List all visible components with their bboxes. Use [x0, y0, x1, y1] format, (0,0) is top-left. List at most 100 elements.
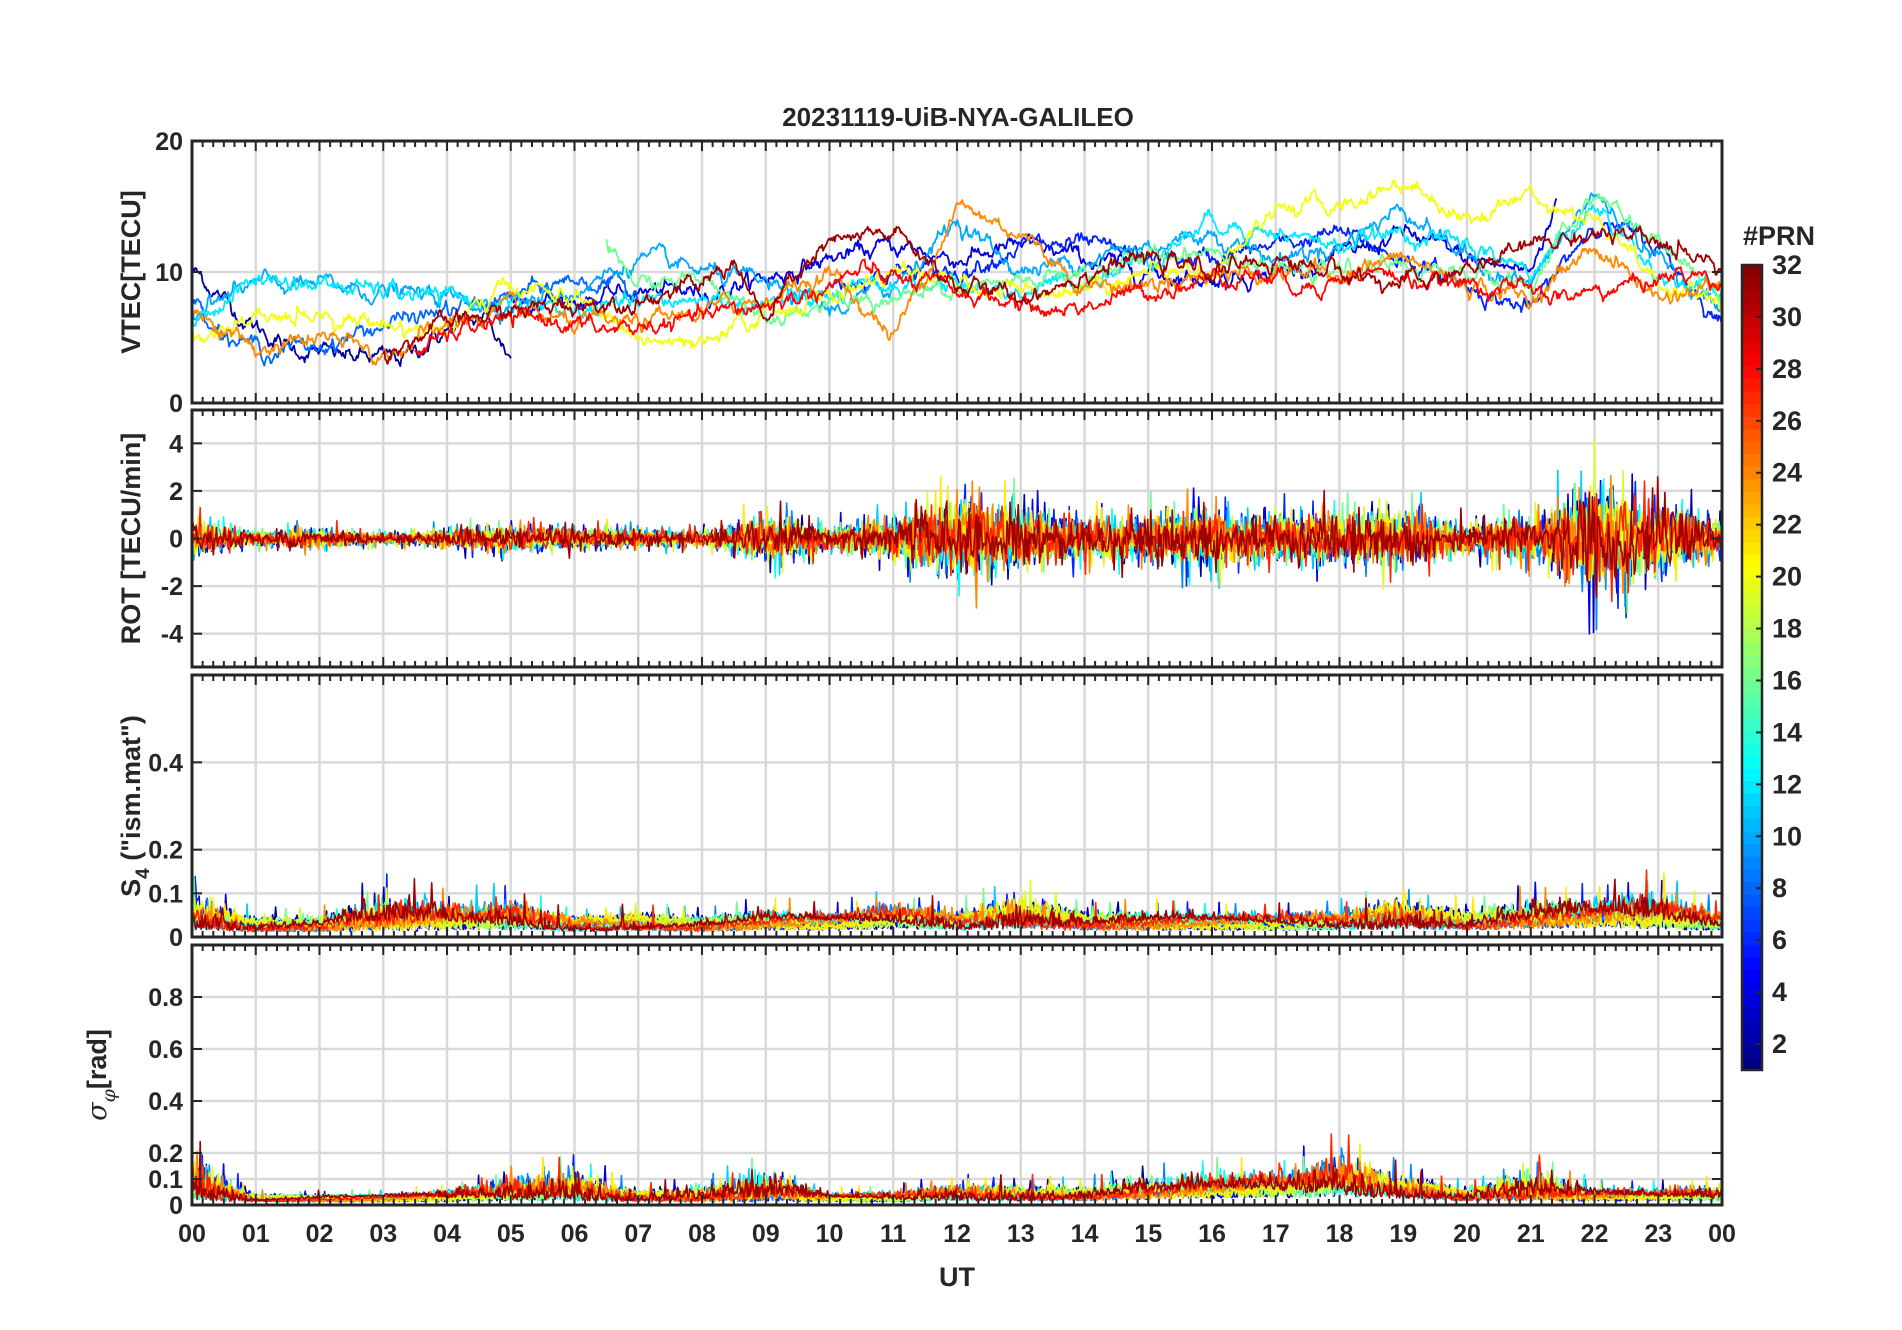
colorbar-band [1742, 755, 1762, 769]
colorbar-band [1742, 705, 1762, 719]
colorbar-band [1742, 717, 1762, 731]
colorbar-band [1742, 944, 1762, 958]
vtec-line-prn-20 [192, 179, 1722, 349]
s4-panel: 0 0.1 0.2 0.4S4 ("ism.mat") [116, 673, 1724, 952]
vtec-line-prn-28 [414, 258, 1722, 357]
colorbar-band [1742, 592, 1762, 606]
x-tick-label: 02 [306, 1220, 334, 1248]
x-tick-label: 14 [1071, 1220, 1099, 1248]
colorbar-tick-label: 30 [1772, 302, 1802, 332]
colorbar-band [1742, 906, 1762, 920]
colorbar-tick-label: 28 [1772, 354, 1802, 384]
y-axis-label: σφ[rad] [82, 1029, 120, 1121]
y-tick-label: 4 [169, 430, 183, 458]
x-tick-label: 21 [1517, 1220, 1545, 1248]
colorbar-tick-label: 12 [1772, 769, 1802, 799]
panel-frame [190, 673, 1724, 939]
y-axis-label: VTEC[TECU] [116, 190, 146, 354]
colorbar-band [1742, 365, 1762, 379]
colorbar-band [1742, 742, 1762, 757]
colorbar-frame [1740, 263, 1764, 1072]
colorbar-tick-label: 16 [1772, 665, 1802, 695]
vtec-panel: 0 10 20 VTEC[TECU] [116, 128, 1724, 418]
x-tick-label: 17 [1262, 1220, 1290, 1248]
colorbar-band [1742, 327, 1762, 342]
colorbar-band [1742, 856, 1762, 870]
colorbar-band [1742, 642, 1762, 656]
colorbar-band [1742, 554, 1762, 568]
colorbar-band [1742, 403, 1762, 417]
y-axis-label: S4 ("ism.mat") [116, 715, 154, 897]
colorbar-band [1742, 818, 1762, 832]
y-tick-label: 0 [169, 390, 183, 418]
colorbar-band [1742, 491, 1762, 505]
colorbar-band [1742, 868, 1762, 882]
colorbar-band [1742, 503, 1762, 518]
panel-frame [190, 139, 1724, 405]
x-tick-label: 00 [178, 1220, 206, 1248]
s4-line-prn-21 [192, 872, 1722, 933]
vtec-line-prn-16 [605, 192, 1722, 327]
x-tick-label: 06 [561, 1220, 589, 1248]
colorbar-band [1742, 277, 1762, 291]
colorbar-band [1742, 466, 1762, 480]
colorbar-band [1742, 1044, 1762, 1059]
y-tick-label: -2 [161, 573, 183, 601]
colorbar-tick-label: 8 [1772, 873, 1787, 903]
y-tick-label: -4 [161, 621, 183, 649]
rot-line-prn-31 [192, 476, 1722, 599]
colorbar-band [1742, 1007, 1762, 1021]
x-tick-label: 20 [1453, 1220, 1481, 1248]
y-tick-label: 10 [155, 259, 183, 287]
colorbar-band [1742, 981, 1762, 996]
colorbar-band [1742, 340, 1762, 354]
colorbar-band [1742, 453, 1762, 467]
colorbar-band [1742, 617, 1762, 631]
x-tick-label: 13 [1007, 1220, 1035, 1248]
y-tick-label: 0.6 [148, 1036, 183, 1064]
y-tick-label: 0.2 [148, 837, 183, 865]
colorbar-band [1742, 692, 1762, 706]
colorbar-tick-label: 6 [1772, 925, 1787, 955]
colorbar-band [1742, 604, 1762, 618]
y-tick-label: 0 [169, 526, 183, 554]
y-tick-label: 2 [169, 478, 183, 506]
y-tick-label: 0 [169, 924, 183, 952]
colorbar-band [1742, 1057, 1762, 1071]
colorbar-band [1742, 1019, 1762, 1033]
colorbar-band [1742, 843, 1762, 857]
colorbar-band [1742, 780, 1762, 794]
y-tick-label: 0.1 [148, 880, 183, 908]
colorbar-band [1742, 378, 1762, 392]
colorbar-band [1742, 893, 1762, 908]
x-tick-label: 09 [752, 1220, 780, 1248]
vtec-line-prn-12 [192, 204, 1722, 327]
colorbar-band [1742, 428, 1762, 442]
colorbar-band [1742, 654, 1762, 669]
x-axis-label: UT [939, 1262, 975, 1292]
colorbar-band [1742, 931, 1762, 945]
rot-line-prn-27 [192, 480, 1722, 603]
colorbar-band [1742, 680, 1762, 694]
colorbar-band [1742, 629, 1762, 643]
colorbar-band [1742, 516, 1762, 530]
colorbar-tick-label: 18 [1772, 614, 1802, 644]
colorbar-band [1742, 579, 1762, 593]
chart-title: 20231119-UiB-NYA-GALILEO [782, 102, 1134, 132]
colorbar-band [1742, 302, 1762, 316]
x-tick-label: 05 [497, 1220, 525, 1248]
y-tick-label: 0.4 [148, 1088, 183, 1116]
colorbar-tick-label: 20 [1772, 562, 1802, 592]
colorbar-band [1742, 415, 1762, 430]
x-tick-label: 04 [433, 1220, 461, 1248]
x-tick-label: 01 [242, 1220, 270, 1248]
series-group [192, 869, 1722, 933]
colorbar-tick-label: 10 [1772, 821, 1802, 851]
colorbar-band [1742, 994, 1762, 1008]
x-tick-label: 08 [688, 1220, 716, 1248]
colorbar-band [1742, 529, 1762, 543]
y-tick-label: 0 [169, 1192, 183, 1220]
y-tick-label: 0.1 [148, 1166, 183, 1194]
series-group [192, 438, 1722, 635]
